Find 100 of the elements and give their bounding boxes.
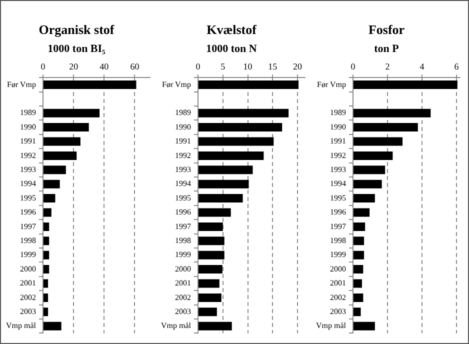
bar	[43, 265, 50, 274]
y-tick-label: 1994	[20, 179, 36, 188]
y-tick-label: 1991	[330, 136, 346, 146]
y-tick-label: 1992	[174, 150, 191, 160]
bar	[353, 151, 393, 160]
x-tick-label: 20	[69, 62, 79, 72]
y-tick-label: Vmp mål	[160, 321, 192, 330]
bar	[353, 208, 370, 217]
bar	[353, 279, 362, 288]
y-tick-label: 2001	[174, 278, 191, 288]
y-tick-label: 1991	[20, 136, 36, 146]
bar	[43, 308, 48, 316]
y-tick-label: 1990	[174, 122, 191, 132]
bar	[198, 108, 289, 118]
bar	[198, 166, 253, 174]
chart-title: Organisk stof	[38, 22, 115, 38]
y-tick-label: 1993	[174, 164, 191, 174]
y-tick-label: 1996	[20, 208, 36, 217]
bar	[198, 279, 220, 288]
y-tick-label: 1997	[330, 222, 346, 231]
x-tick-label: 20	[293, 62, 303, 72]
y-tick-label: 2000	[330, 264, 346, 274]
bar	[43, 250, 50, 260]
bar	[198, 180, 249, 188]
x-tick-label: 10	[243, 62, 253, 72]
y-tick-label: 1992	[330, 150, 346, 160]
bar	[43, 137, 80, 146]
bar	[198, 293, 222, 302]
y-tick-label: 1989	[330, 108, 346, 118]
chart-subtitle: 1000 ton BI₅	[48, 43, 106, 56]
x-tick-label: 60	[130, 62, 140, 72]
bar	[353, 236, 364, 246]
y-tick-label: 1996	[330, 208, 346, 217]
bar	[353, 194, 375, 203]
bar	[198, 250, 224, 260]
bar	[43, 208, 52, 217]
bar	[43, 322, 62, 330]
y-tick-label: Vmp mål	[6, 321, 37, 330]
x-tick-label: 2	[385, 62, 390, 72]
x-tick-label: 0	[40, 62, 46, 72]
y-tick-label: 1995	[20, 193, 36, 202]
chart-title: Fosfor	[368, 22, 405, 38]
y-tick-label: 1994	[330, 179, 346, 188]
bar	[198, 308, 217, 316]
y-tick-label: Før Vmp	[162, 80, 191, 89]
x-tick-label: 4	[420, 62, 425, 72]
y-tick-label: 2002	[174, 292, 191, 302]
bar	[198, 265, 222, 274]
bar	[198, 222, 223, 231]
bar	[43, 293, 48, 302]
x-tick-label: 40	[100, 62, 110, 72]
bar	[43, 180, 60, 188]
bar	[43, 80, 136, 89]
bar	[43, 123, 89, 132]
y-tick-label: 1994	[174, 179, 191, 188]
x-tick-label: 0	[196, 62, 201, 72]
x-tick-label: 6	[454, 62, 460, 72]
bar	[43, 222, 50, 231]
bar	[198, 236, 224, 246]
y-tick-label: 2003	[330, 306, 346, 316]
x-tick-label: 15	[268, 62, 278, 72]
bar	[353, 308, 361, 316]
y-tick-label: Vmp mål	[316, 321, 347, 330]
y-tick-label: 1999	[174, 250, 191, 260]
y-tick-label: 2002	[20, 292, 36, 302]
y-tick-label: 2002	[330, 292, 346, 302]
bar	[353, 222, 366, 231]
x-tick-label: 5	[220, 62, 226, 72]
y-tick-label: 2001	[20, 278, 36, 288]
x-tick-label: 0	[350, 62, 356, 72]
bar	[198, 151, 264, 160]
bar	[198, 194, 243, 203]
y-tick-label: 1999	[330, 250, 346, 260]
bar	[198, 322, 232, 330]
y-tick-label: 1998	[174, 236, 191, 245]
bar	[43, 236, 50, 246]
bar	[353, 80, 458, 89]
y-tick-label: 2000	[174, 264, 191, 274]
bar	[43, 279, 48, 288]
y-tick-label: 1999	[20, 250, 36, 260]
y-tick-label: 2000	[20, 264, 36, 274]
y-tick-label: 1993	[330, 164, 346, 174]
y-tick-label: 1995	[174, 193, 191, 202]
y-tick-label: 1992	[20, 150, 36, 160]
chart-subtitle: 1000 ton N	[206, 43, 257, 56]
y-tick-label: Før Vmp	[7, 80, 36, 89]
chart-title: Kvælstof	[206, 22, 258, 38]
bar	[353, 265, 364, 274]
bar	[353, 180, 382, 188]
y-tick-label: 1998	[20, 236, 36, 245]
y-tick-label: 1991	[174, 136, 191, 146]
bar	[353, 250, 364, 260]
bar	[198, 137, 274, 146]
bar	[353, 108, 431, 118]
y-tick-label: Før Vmp	[317, 80, 346, 89]
bar	[353, 166, 386, 174]
y-tick-label: 1997	[20, 222, 36, 231]
bar	[353, 137, 403, 146]
y-tick-label: 1990	[330, 122, 346, 132]
bar	[198, 208, 231, 217]
